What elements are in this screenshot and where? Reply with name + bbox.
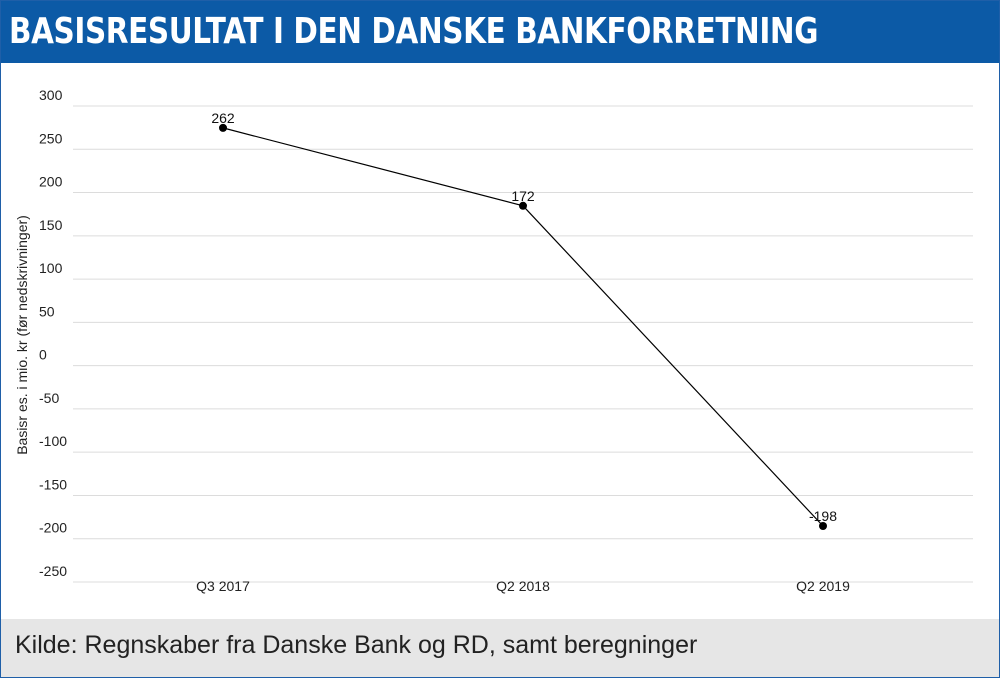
y-tick-label: 100 — [39, 260, 63, 276]
data-point — [219, 123, 227, 132]
data-point — [819, 521, 827, 530]
y-tick-label: 200 — [39, 174, 63, 190]
y-tick-label: 250 — [39, 130, 63, 146]
y-tick-label: 0 — [39, 347, 47, 363]
y-tick-label: -200 — [39, 520, 67, 536]
y-tick-label: -50 — [39, 390, 59, 406]
y-tick-label: 50 — [39, 303, 55, 319]
data-label: 262 — [211, 110, 235, 126]
series-layer: 262 172 -198 — [211, 110, 837, 530]
x-axis-ticks: Q3 2017 Q2 2018 Q2 2019 — [196, 578, 850, 594]
data-point — [519, 201, 527, 210]
source-bar: Kilde: Regnskaber fra Danske Bank og RD,… — [1, 619, 999, 677]
y-axis-ticks: 300 250 200 150 100 50 0 -50 -100 -150 -200 -250 — [39, 87, 67, 579]
gridlines — [73, 105, 973, 583]
y-tick-label: 300 — [39, 87, 63, 103]
chart-title: BASISRESULTAT I DEN DANSKE BANKFORRETNIN… — [9, 11, 819, 52]
y-tick-label: -100 — [39, 433, 67, 449]
x-tick-label: Q2 2019 — [796, 578, 850, 594]
data-label: -198 — [809, 508, 837, 524]
source-text: Kilde: Regnskaber fra Danske Bank og RD,… — [15, 631, 698, 659]
y-tick-label: -250 — [39, 563, 67, 579]
line-chart: 300 250 200 150 100 50 0 -50 -100 -150 -200 -250 Q3… — [14, 87, 973, 594]
x-tick-label: Q2 2018 — [496, 578, 550, 594]
y-tick-label: 150 — [39, 217, 63, 233]
x-tick-label: Q3 2017 — [196, 578, 250, 594]
data-label: 172 — [511, 188, 535, 204]
chart-area: 300 250 200 150 100 50 0 -50 -100 -150 -200 -250 Q3… — [1, 63, 999, 619]
y-tick-label: -150 — [39, 476, 67, 492]
title-bar: BASISRESULTAT I DEN DANSKE BANKFORRETNIN… — [1, 1, 999, 63]
y-axis-title: Basisr es. i mio. kr (før nedskrivninger… — [14, 215, 30, 455]
